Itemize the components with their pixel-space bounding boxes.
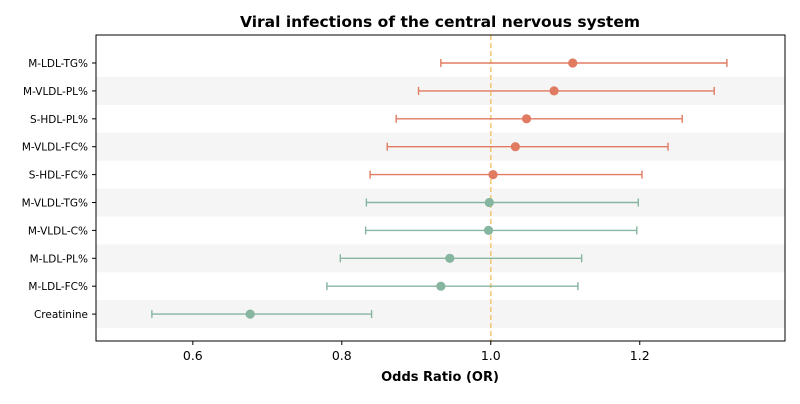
forest-row [369,170,643,180]
point-estimate [568,58,578,68]
y-tick-label: Creatinine [34,309,88,321]
point-estimate [436,281,446,291]
chart-title: Viral infections of the central nervous … [240,13,640,31]
point-estimate [445,253,455,263]
x-axis: 0.6 0.8 1.0 1.2 [183,341,650,363]
point-estimate [483,225,494,235]
y-tick-label: M-LDL-TG% [28,58,88,70]
forest-row [395,114,683,124]
y-tick-label: M-VLDL-C% [28,225,88,237]
point-estimate [488,170,498,180]
data-marks [151,58,728,319]
forest-row [364,225,638,235]
forest-row [151,309,373,319]
point-estimate [521,114,532,124]
y-tick-label: S-HDL-FC% [29,170,88,182]
point-estimate [549,86,559,96]
x-tick-label: 1.2 [630,348,650,363]
point-estimate [510,142,520,152]
forest-row [386,142,669,152]
point-estimate [245,309,255,319]
x-tick-label: 0.8 [332,348,352,363]
x-tick-label: 1.0 [481,348,501,363]
y-tick-label: M-VLDL-FC% [22,142,88,154]
y-axis: M-LDL-TG% M-VLDL-PL% S-HDL-PL% M-VLDL-FC% S-… [22,58,96,321]
x-axis-label: Odds Ratio (OR) [381,370,499,385]
plot-frame [95,34,786,342]
y-tick-label: M-LDL-FC% [28,281,88,293]
y-tick-label: M-VLDL-TG% [22,198,88,210]
forest-row [326,281,579,291]
forest-row [339,253,583,263]
x-tick-label: 0.6 [183,348,203,363]
point-estimate [484,197,494,208]
forest-row [365,197,639,208]
y-tick-label: M-LDL-PL% [30,253,88,265]
y-tick-label: S-HDL-PL% [30,114,88,126]
forest-row [417,86,715,96]
forest-row [440,58,728,68]
y-tick-label: M-VLDL-PL% [23,86,88,98]
